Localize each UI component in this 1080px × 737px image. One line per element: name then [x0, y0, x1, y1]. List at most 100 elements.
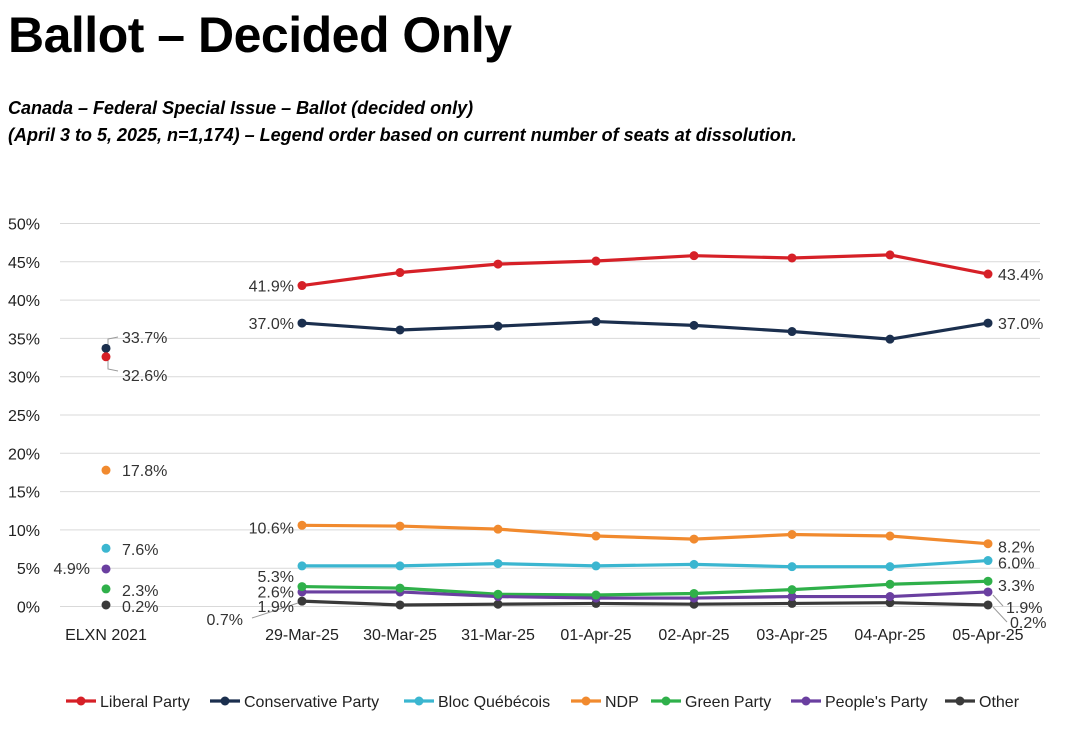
data-point [787, 562, 797, 572]
baseline-point [101, 564, 111, 574]
data-point [787, 529, 797, 539]
baseline-data-label: 33.7% [122, 330, 167, 347]
data-point [297, 596, 307, 606]
data-point [395, 268, 405, 278]
leader-line [992, 594, 1004, 607]
data-point [983, 587, 993, 597]
end-data-label: 8.2% [998, 540, 1034, 557]
data-point [395, 583, 405, 593]
legend-label: Green Party [685, 694, 771, 711]
data-point [983, 556, 993, 566]
data-point [493, 599, 503, 609]
series-line [301, 523, 989, 546]
y-tick-label: 30% [8, 370, 40, 387]
x-tick-label: 02-Apr-25 [658, 627, 729, 644]
y-tick-label: 20% [8, 446, 40, 463]
data-point [689, 251, 699, 261]
data-point [787, 592, 797, 602]
data-point [591, 590, 601, 600]
legend-swatch-marker [220, 696, 230, 706]
y-tick-label: 35% [8, 331, 40, 348]
legend-label: Liberal Party [100, 694, 190, 711]
legend-label: Bloc Québécois [438, 694, 550, 711]
data-point [395, 561, 405, 571]
legend: Liberal Party Conservative Party Bloc Québ… [66, 694, 1020, 711]
baseline-data-label: 17.8% [122, 463, 167, 480]
end-data-label: 3.3% [998, 578, 1034, 595]
leader-line [251, 602, 299, 619]
baseline-data-label: 7.6% [122, 542, 158, 559]
leader-line [107, 336, 119, 346]
data-point [395, 325, 405, 335]
start-data-label: 0.7% [207, 612, 243, 629]
data-point [787, 327, 797, 337]
data-point [297, 281, 307, 291]
start-data-label: 10.6% [249, 520, 294, 537]
series-line [302, 590, 989, 600]
x-tick-label: 29-Mar-25 [265, 627, 339, 644]
baseline-data-label: 0.2% [122, 599, 158, 616]
data-point [983, 576, 993, 586]
x-tick-label: 05-Apr-25 [952, 627, 1023, 644]
data-point [493, 559, 503, 569]
series-line [301, 599, 989, 607]
data-point [689, 559, 699, 569]
end-data-label: 43.4% [998, 267, 1043, 284]
legend-label: Other [979, 694, 1020, 711]
start-data-label: 37.0% [249, 316, 294, 333]
legend-label: NDP [605, 694, 639, 711]
leader-line [992, 606, 1008, 623]
end-data-label: 0.2% [1010, 615, 1046, 632]
y-tick-label: 25% [8, 408, 40, 425]
data-points [101, 250, 993, 610]
data-point [591, 561, 601, 571]
baseline-data-label: 4.9% [54, 561, 90, 578]
x-tick-label: 01-Apr-25 [560, 627, 631, 644]
baseline-data-label: 2.3% [122, 583, 158, 600]
y-axis: 50% 45% 40% 35% 30% 25% 20% 15% 10% 5% 0% [8, 217, 40, 617]
data-point [885, 250, 895, 260]
data-point [493, 589, 503, 599]
y-tick-label: 15% [8, 485, 40, 502]
data-point [787, 585, 797, 595]
data-labels: 32.6% 41.9% 43.4% 33.7% 37.0% 37.0% 7.6% 5.3% 6.… [54, 267, 1047, 632]
data-point [493, 524, 503, 534]
series-line [302, 558, 989, 569]
data-point [885, 334, 895, 344]
data-point [983, 600, 993, 610]
x-tick-label: 30-Mar-25 [363, 627, 437, 644]
x-tick-label: ELXN 2021 [65, 627, 147, 644]
baseline-point [101, 600, 111, 610]
data-point [689, 320, 699, 330]
y-tick-label: 10% [8, 523, 40, 540]
end-data-label: 37.0% [998, 316, 1043, 333]
baseline-point [101, 543, 111, 553]
end-data-label: 6.0% [998, 556, 1034, 573]
end-data-label: 1.9% [1006, 600, 1042, 617]
data-point [885, 562, 895, 572]
data-point [983, 318, 993, 328]
y-tick-label: 45% [8, 255, 40, 272]
legend-swatch-marker [955, 696, 965, 706]
baseline-point [101, 343, 111, 353]
data-point [297, 561, 307, 571]
data-point [983, 539, 993, 549]
baseline-data-label: 32.6% [122, 368, 167, 385]
x-axis: ELXN 2021 29-Mar-25 30-Mar-25 31-Mar-25 01-A… [65, 627, 1024, 644]
y-tick-label: 50% [8, 217, 40, 234]
start-data-label: 5.3% [258, 569, 294, 586]
data-point [591, 256, 601, 266]
y-tick-label: 0% [17, 600, 40, 617]
legend-swatch-marker [414, 696, 424, 706]
data-point [885, 579, 895, 589]
data-point [591, 317, 601, 327]
series-lines [301, 253, 989, 607]
data-point [493, 259, 503, 269]
chart-subtitle-line-1: Canada – Federal Special Issue – Ballot … [8, 98, 474, 118]
x-tick-label: 04-Apr-25 [854, 627, 925, 644]
label-leader-lines [107, 336, 1008, 623]
start-data-label: 1.9% [258, 599, 294, 616]
data-point [689, 588, 699, 598]
series-line [301, 253, 989, 288]
